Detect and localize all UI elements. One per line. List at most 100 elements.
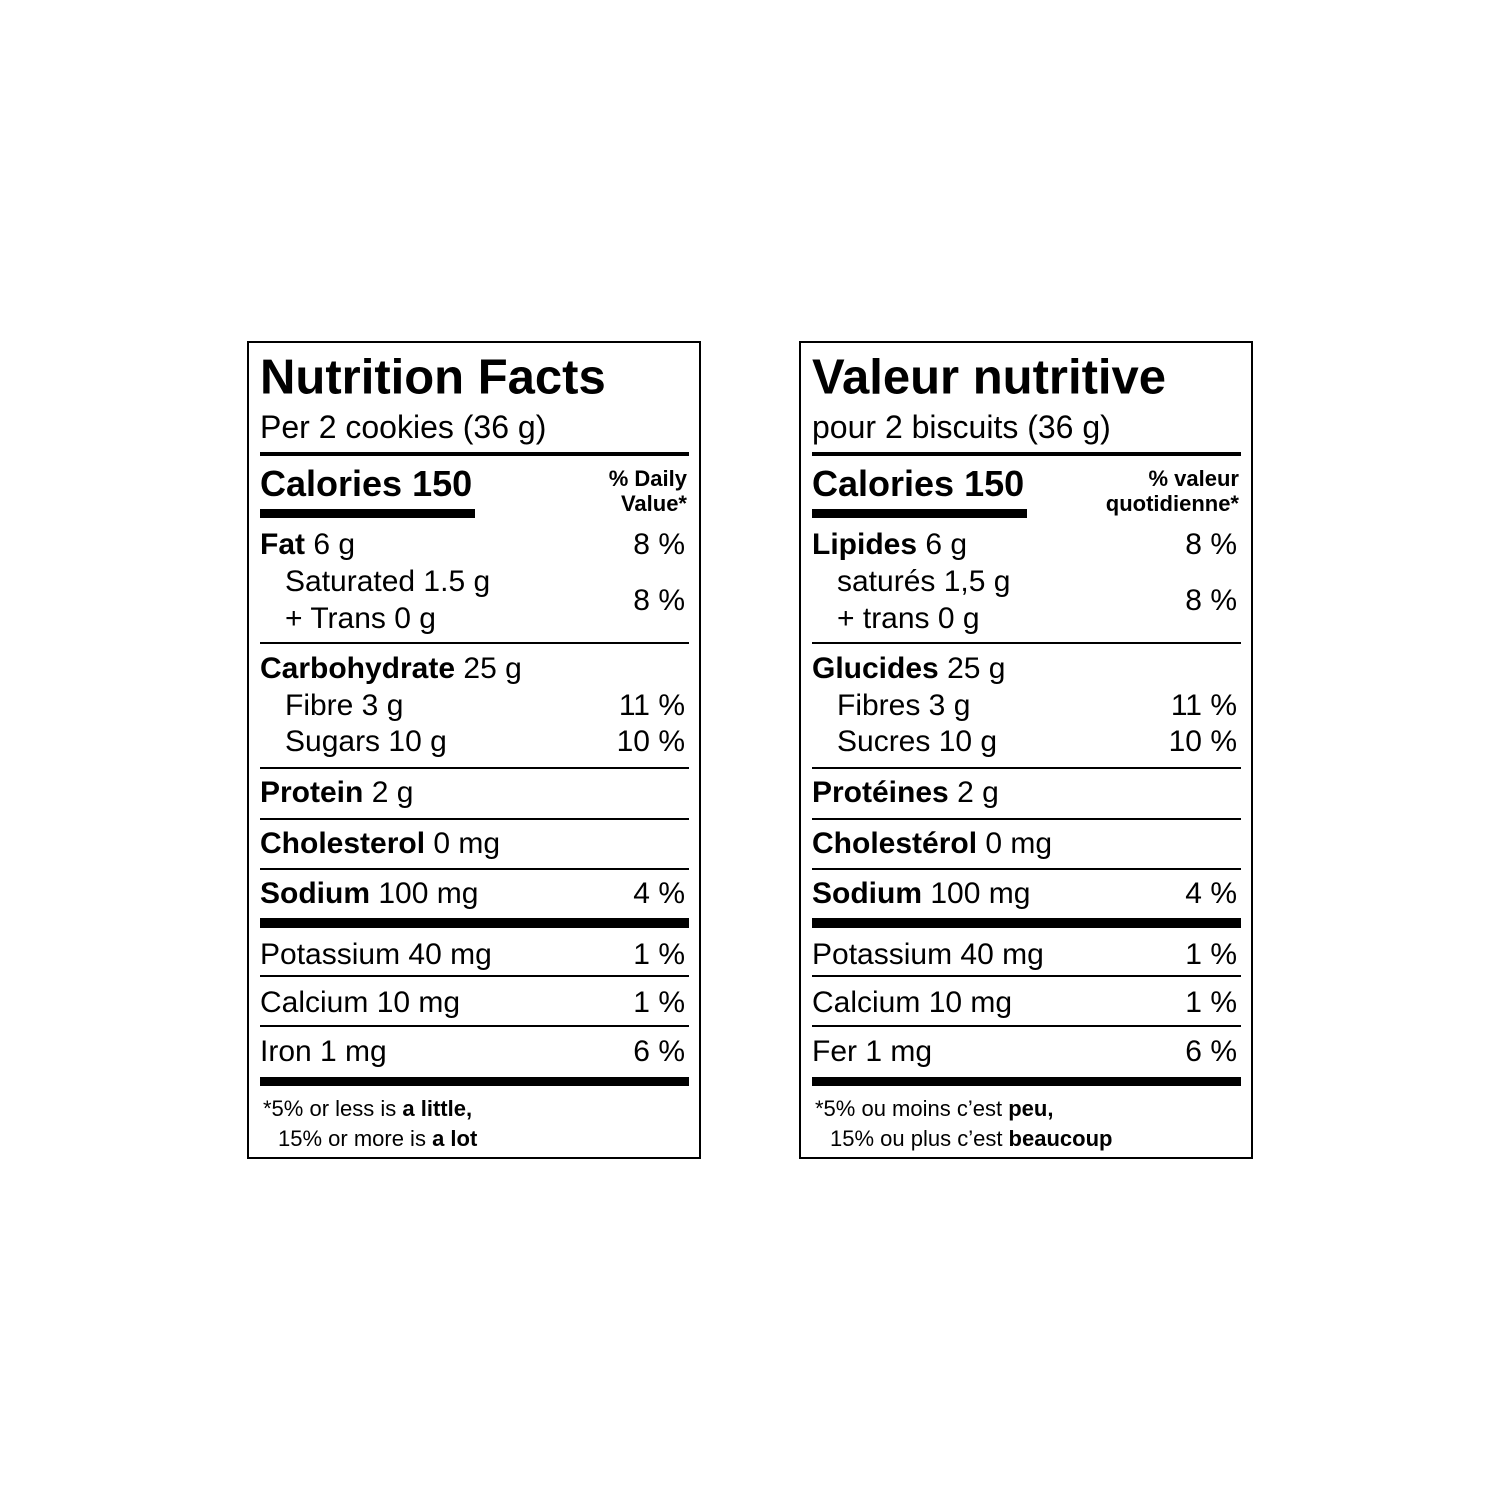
nutrient-row: Potassium 40 mg <box>260 940 492 970</box>
daily-value: 10 % <box>616 725 685 758</box>
nutrient-name: Protein <box>260 776 364 809</box>
daily-value: 4 % <box>633 877 685 910</box>
rule <box>812 642 1241 644</box>
nutrient-amount: Fer 1 mg <box>812 1035 933 1068</box>
nutrient-amount: Iron 1 mg <box>260 1035 387 1068</box>
nutrient-amount: 6 g <box>313 528 356 561</box>
nutrient-row: Fibres 3 g <box>837 691 970 721</box>
daily-value-header: % valeur <box>1148 466 1240 491</box>
footnote: *5% or less is a little, <box>263 1098 472 1120</box>
daily-value: 11 % <box>618 689 685 722</box>
footnote-part: peu, <box>1008 1096 1054 1121</box>
nutrient-row: Lipides 6 g <box>812 530 967 560</box>
nutrient-amount: Fibre 3 g <box>285 689 404 722</box>
nutrient: Saturated 1.5 g <box>285 565 491 598</box>
serving-size: pour 2 biscuits (36 g) <box>812 409 1111 445</box>
footnote: 15% ou plus c’est beaucoup <box>830 1128 1112 1150</box>
rule <box>260 1025 689 1027</box>
nutrient-amount: 0 mg <box>985 827 1053 860</box>
nutrient-row: Calcium 10 mg <box>260 988 460 1018</box>
nutrient: + trans 0 g <box>837 602 980 635</box>
nutrient: saturés 1,5 g <box>837 565 1011 598</box>
nutrient-row: Iron 1 mg <box>260 1037 387 1067</box>
serving-size: Per 2 cookies (36 g) <box>260 409 547 445</box>
title: Valeur nutritive <box>812 350 1167 405</box>
daily-value: 1 % <box>1185 986 1237 1019</box>
rule <box>812 452 1241 456</box>
nutrient-amount: 6 g <box>925 528 968 561</box>
footnote-part: a lot <box>432 1126 478 1151</box>
daily-value: 8 % <box>1185 584 1237 617</box>
daily-value-header: % Daily <box>608 466 687 491</box>
daily-value: 1 % <box>633 986 685 1019</box>
nutrient-amount: Potassium 40 mg <box>812 938 1044 971</box>
nutrient-amount: 2 g <box>957 776 999 809</box>
nutrient-row: Cholestérol 0 mg <box>812 829 1052 859</box>
calories-bar <box>812 509 1027 518</box>
nutrient-amount: 0 mg <box>433 827 501 860</box>
daily-value: 6 % <box>1185 1035 1237 1068</box>
daily-value: 8 % <box>633 528 685 561</box>
rule <box>812 767 1241 769</box>
footnote-part: *5% ou moins c’est <box>815 1096 1009 1121</box>
daily-value: 11 % <box>1170 689 1237 722</box>
daily-value: 8 % <box>633 584 685 617</box>
footnote-part: a little, <box>402 1096 473 1121</box>
nutrient-row: Sucres 10 g <box>837 727 997 757</box>
nutrient-name: Sodium <box>812 877 922 910</box>
nutrient-amount: Sucres 10 g <box>837 725 998 758</box>
nutrient-name: Cholestérol <box>812 827 978 860</box>
nutrient-amount: 100 mg <box>378 877 479 910</box>
nutrient-name: Protéines <box>812 776 949 809</box>
daily-value-header: Value* <box>620 491 687 516</box>
nutrient-row: Cholesterol 0 mg <box>260 829 500 859</box>
nutrient-name: Fat <box>260 528 305 561</box>
rule <box>260 818 689 820</box>
nutrient-row: Sugars 10 g <box>285 727 447 757</box>
nutrient-amount: Calcium 10 mg <box>812 986 1013 1019</box>
nutrient-amount: 100 mg <box>930 877 1031 910</box>
footnote-part: *5% or less is <box>263 1096 403 1121</box>
rule <box>260 868 689 870</box>
thick-rule <box>260 1077 689 1086</box>
nutrient-amount: Sugars 10 g <box>285 725 447 758</box>
nutrient-row: Sodium 100 mg <box>812 879 1030 909</box>
footnote-part: 15% ou plus c’est <box>830 1126 1009 1151</box>
rule <box>812 1025 1241 1027</box>
nutrient-row: Sodium 100 mg <box>260 879 478 909</box>
nutrient-row: Glucides 25 g <box>812 654 1005 684</box>
rule <box>260 767 689 769</box>
nutrient-row: Protein 2 g <box>260 778 413 808</box>
nutrient-name: Cholesterol <box>260 827 426 860</box>
daily-value: 6 % <box>633 1035 685 1068</box>
nutrient-row: Protéines 2 g <box>812 778 999 808</box>
footnote-part: beaucoup <box>1008 1126 1113 1151</box>
daily-value: 8 % <box>1185 528 1237 561</box>
rule <box>812 818 1241 820</box>
nutrient-amount: Potassium 40 mg <box>260 938 492 971</box>
nutrient-row: Carbohydrate 25 g <box>260 654 522 684</box>
thick-rule <box>812 1077 1241 1086</box>
daily-value: 1 % <box>633 938 685 971</box>
daily-value: 4 % <box>1185 877 1237 910</box>
footnote: *5% ou moins c’est peu, <box>815 1098 1053 1120</box>
nutrient-name: Glucides <box>812 652 939 685</box>
title: Nutrition Facts <box>260 350 606 405</box>
footnote: 15% or more is a lot <box>278 1128 477 1150</box>
nutrient: + Trans 0 g <box>285 602 436 635</box>
rule <box>260 975 689 977</box>
thick-rule <box>812 918 1241 928</box>
calories-bar <box>260 509 475 518</box>
daily-value-header: quotidienne* <box>1105 491 1239 516</box>
nutrient-row: Fer 1 mg <box>812 1037 932 1067</box>
nutrient-amount: 25 g <box>947 652 1006 685</box>
nutrient-amount: Calcium 10 mg <box>260 986 461 1019</box>
nutrition-label: Nutrition Facts Per 2 cookies (36 g) Calor… <box>247 341 701 1159</box>
nutrient-row: Calcium 10 mg <box>812 988 1012 1018</box>
thick-rule <box>260 918 689 928</box>
daily-value: 1 % <box>1185 938 1237 971</box>
calories: Calories 150 <box>812 463 1025 504</box>
nutrient-amount: 25 g <box>463 652 522 685</box>
rule <box>812 868 1241 870</box>
